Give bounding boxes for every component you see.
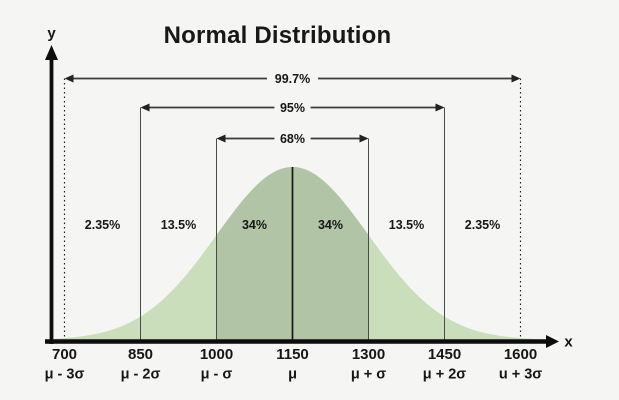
- x-axis-label: x: [564, 334, 573, 351]
- x-axis-arrow-icon: [546, 335, 559, 348]
- tick-sigma-1150: μ: [288, 367, 297, 383]
- tick-sigma-1300: μ + σ: [351, 367, 386, 383]
- tick-value-850: 850: [128, 346, 153, 363]
- region-label-0: 2.35%: [85, 218, 120, 232]
- arrowhead-right-icon: [359, 134, 369, 143]
- arrowhead-left-icon: [64, 74, 74, 83]
- tick-value-1000: 1000: [200, 346, 233, 363]
- tick-value-700: 700: [52, 346, 77, 363]
- arrowhead-right-icon: [435, 103, 445, 112]
- tick-sigma-1600: u + 3σ: [499, 367, 542, 383]
- tick-sigma-1450: μ + 2σ: [423, 367, 466, 383]
- interval-label-95%: 95%: [280, 101, 305, 115]
- region-label-3: 34%: [318, 218, 343, 232]
- region-label-2: 34%: [242, 218, 267, 232]
- arrowhead-right-icon: [511, 74, 521, 83]
- tick-value-1450: 1450: [428, 346, 461, 363]
- y-axis-label: y: [47, 25, 56, 42]
- arrowhead-left-icon: [216, 134, 226, 143]
- tick-value-1600: 1600: [504, 346, 537, 363]
- region-label-1: 13.5%: [161, 218, 196, 232]
- y-axis-arrow-icon: [45, 45, 58, 60]
- tick-sigma-1000: μ - σ: [201, 367, 233, 383]
- region-label-4: 13.5%: [389, 218, 424, 232]
- arrowhead-left-icon: [140, 103, 150, 112]
- tick-sigma-700: μ - 3σ: [45, 367, 85, 383]
- tick-value-1150: 1150: [276, 346, 309, 363]
- interval-label-68%: 68%: [280, 132, 305, 146]
- region-label-5: 2.35%: [465, 218, 500, 232]
- tick-value-1300: 1300: [352, 346, 385, 363]
- interval-label-99.7%: 99.7%: [275, 72, 310, 86]
- chart-title: Normal Distribution: [163, 22, 392, 49]
- tick-sigma-850: μ - 2σ: [121, 367, 161, 383]
